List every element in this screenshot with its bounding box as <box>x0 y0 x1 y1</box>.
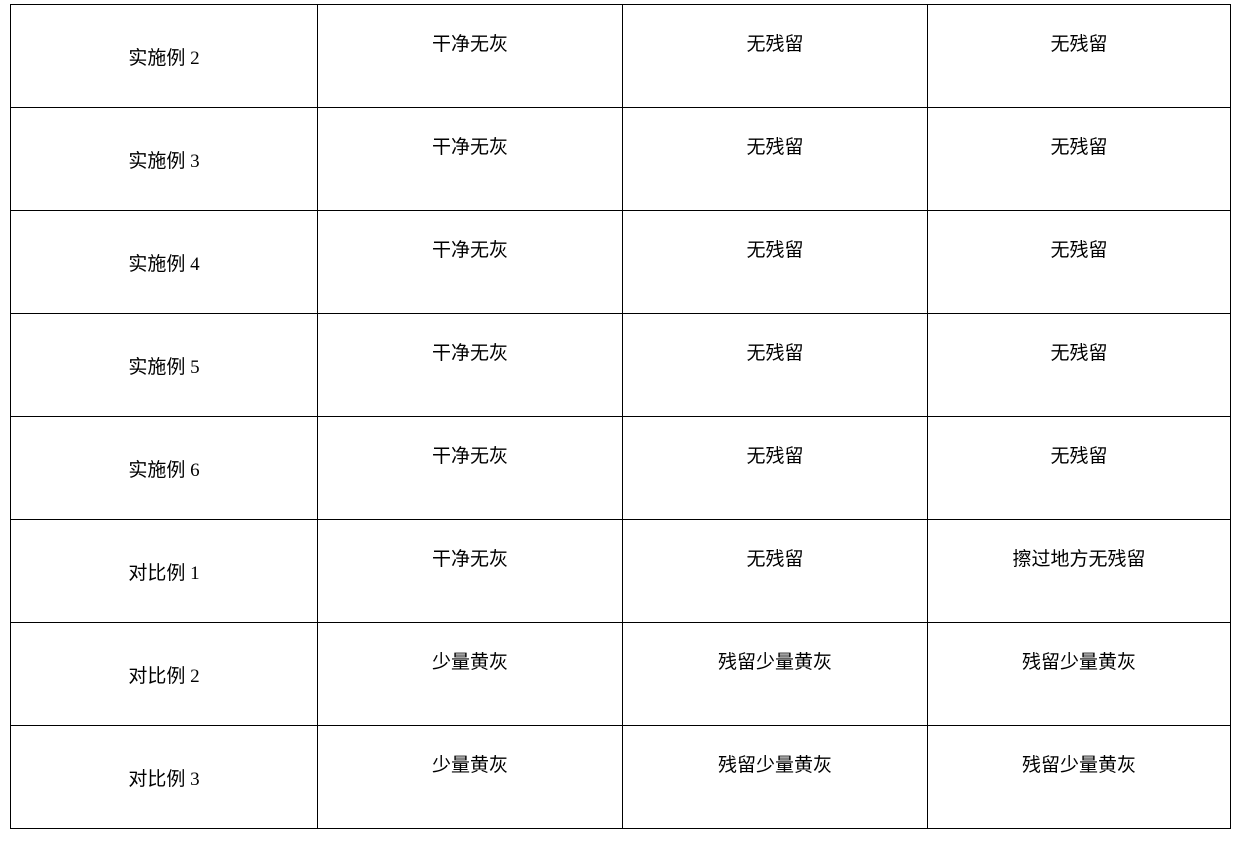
cell-value: 无残留 <box>928 417 1231 520</box>
table-body: 实施例 2 干净无灰 无残留 无残留 实施例 3 干净无灰 无残留 无残留 实施… <box>11 5 1231 829</box>
row-label: 对比例 3 <box>11 726 318 829</box>
row-label: 对比例 1 <box>11 520 318 623</box>
cell-value: 残留少量黄灰 <box>623 726 928 829</box>
table-row: 实施例 4 干净无灰 无残留 无残留 <box>11 211 1231 314</box>
cell-value: 无残留 <box>623 211 928 314</box>
cell-value: 无残留 <box>623 417 928 520</box>
cell-value: 无残留 <box>928 314 1231 417</box>
cell-value: 无残留 <box>928 108 1231 211</box>
row-label: 实施例 6 <box>11 417 318 520</box>
results-table: 实施例 2 干净无灰 无残留 无残留 实施例 3 干净无灰 无残留 无残留 实施… <box>10 4 1231 829</box>
cell-value: 少量黄灰 <box>318 623 623 726</box>
cell-value: 无残留 <box>623 520 928 623</box>
table-row: 实施例 2 干净无灰 无残留 无残留 <box>11 5 1231 108</box>
table-row: 实施例 3 干净无灰 无残留 无残留 <box>11 108 1231 211</box>
row-label: 实施例 4 <box>11 211 318 314</box>
cell-value: 干净无灰 <box>318 520 623 623</box>
cell-value: 无残留 <box>928 211 1231 314</box>
row-label: 实施例 3 <box>11 108 318 211</box>
row-label: 实施例 5 <box>11 314 318 417</box>
table-row: 实施例 6 干净无灰 无残留 无残留 <box>11 417 1231 520</box>
table-row: 对比例 1 干净无灰 无残留 擦过地方无残留 <box>11 520 1231 623</box>
cell-value: 擦过地方无残留 <box>928 520 1231 623</box>
cell-value: 无残留 <box>623 5 928 108</box>
cell-value: 无残留 <box>623 108 928 211</box>
row-label: 对比例 2 <box>11 623 318 726</box>
cell-value: 残留少量黄灰 <box>928 623 1231 726</box>
table-row: 对比例 3 少量黄灰 残留少量黄灰 残留少量黄灰 <box>11 726 1231 829</box>
cell-value: 干净无灰 <box>318 108 623 211</box>
cell-value: 干净无灰 <box>318 314 623 417</box>
cell-value: 无残留 <box>623 314 928 417</box>
table-row: 实施例 5 干净无灰 无残留 无残留 <box>11 314 1231 417</box>
cell-value: 干净无灰 <box>318 5 623 108</box>
cell-value: 残留少量黄灰 <box>928 726 1231 829</box>
cell-value: 干净无灰 <box>318 417 623 520</box>
cell-value: 残留少量黄灰 <box>623 623 928 726</box>
cell-value: 无残留 <box>928 5 1231 108</box>
cell-value: 干净无灰 <box>318 211 623 314</box>
cell-value: 少量黄灰 <box>318 726 623 829</box>
row-label: 实施例 2 <box>11 5 318 108</box>
table-row: 对比例 2 少量黄灰 残留少量黄灰 残留少量黄灰 <box>11 623 1231 726</box>
